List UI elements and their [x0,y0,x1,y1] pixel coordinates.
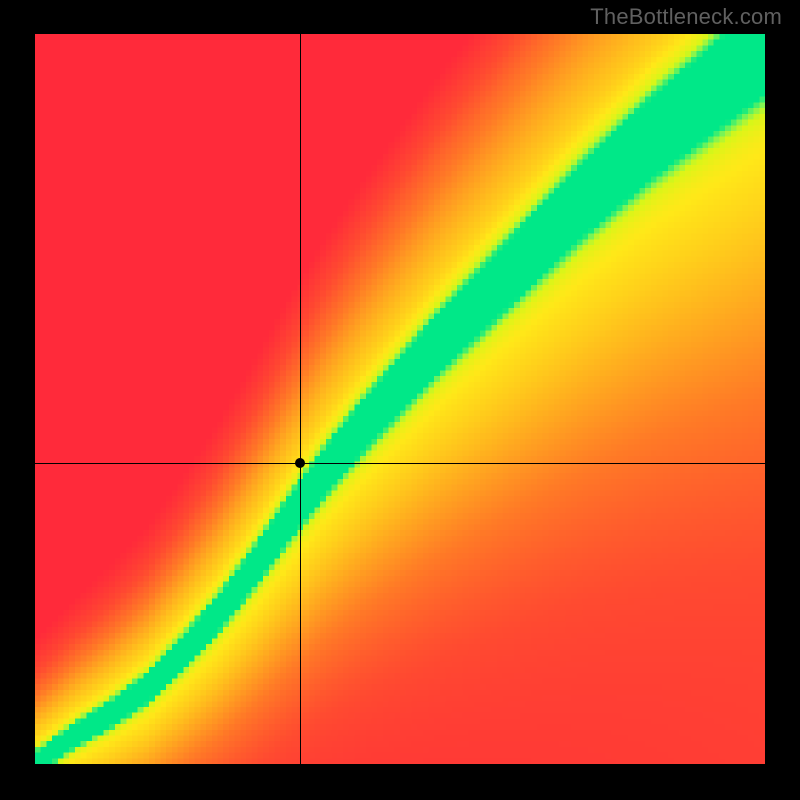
crosshair-vertical [300,34,301,764]
chart-container: TheBottleneck.com [0,0,800,800]
watermark-text: TheBottleneck.com [590,4,782,30]
heatmap-plot [35,34,765,764]
crosshair-horizontal [35,463,765,464]
heatmap-canvas [35,34,765,764]
